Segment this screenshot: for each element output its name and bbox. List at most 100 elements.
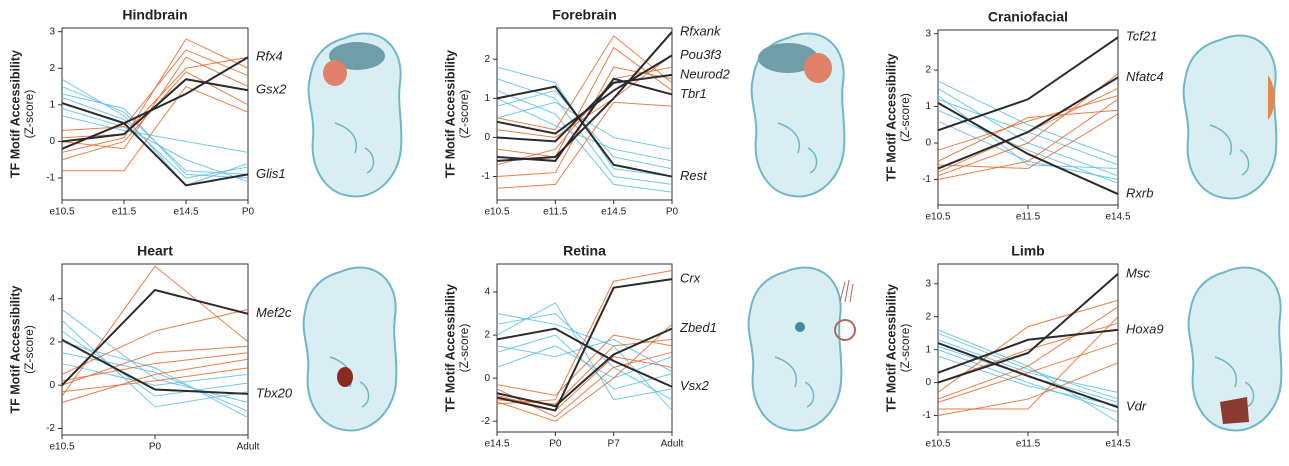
chart-title: Forebrain: [552, 7, 617, 23]
y-axis-sublabel: (Z-score): [22, 90, 36, 139]
embryo-retina: [749, 268, 855, 431]
figure: HindbrainTF Motif Accessibility(Z-score)…: [0, 0, 1289, 466]
y-tick-label: -1: [46, 173, 55, 184]
x-tick-label: e14.5: [484, 439, 509, 450]
y-axis-sublabel: (Z-score): [457, 90, 471, 139]
y-tick-label: 2: [49, 63, 55, 74]
motif-line: [497, 48, 672, 157]
x-tick-label: e14.5: [173, 207, 198, 218]
gene-label: Crx: [680, 271, 701, 286]
y-axis-sublabel: (Z-score): [898, 93, 912, 142]
y-axis-sublabel: (Z-score): [457, 324, 471, 373]
gene-label: Rfx4: [256, 49, 283, 64]
motif-line: [62, 79, 248, 185]
motif-line: [938, 350, 1118, 413]
gene-label: Rfxank: [680, 23, 722, 38]
gene-label: Neurod2: [680, 66, 731, 81]
x-tick-label: e10.5: [49, 207, 74, 218]
x-tick-label: P7: [608, 439, 621, 450]
gene-label: Rxrb: [1126, 186, 1153, 201]
x-tick-label: e14.5: [601, 207, 626, 218]
y-tick-label: 4: [49, 293, 55, 304]
chart-title: Limb: [1011, 243, 1044, 259]
motif-line: [62, 57, 248, 138]
y-tick-label: 0: [49, 136, 55, 147]
y-tick-label: 0: [49, 380, 55, 391]
motif-line: [497, 98, 672, 161]
highlight-line: [497, 32, 672, 161]
y-tick-label: -1: [922, 410, 931, 421]
x-tick-label: e14.5: [1105, 439, 1130, 450]
motif-line: [497, 67, 672, 165]
embryo-craniofacial: [1184, 36, 1277, 199]
embryo-forebrain: [752, 34, 845, 197]
x-tick-label: Adult: [661, 439, 684, 450]
motif-line: [497, 36, 672, 130]
gene-label: Tbr1: [680, 86, 707, 101]
y-tick-label: -1: [922, 174, 931, 185]
y-axis-sublabel: (Z-score): [22, 325, 36, 374]
y-tick-label: 4: [484, 287, 490, 298]
gene-label: Tcf21: [1126, 29, 1157, 44]
motif-line: [497, 102, 672, 188]
y-axis-label: TF Motif Accessibility: [443, 50, 457, 178]
gene-label: Nfatc4: [1126, 69, 1164, 84]
y-tick-label: 0: [484, 373, 490, 384]
y-tick-label: 1: [49, 99, 55, 110]
x-tick-label: e11.5: [543, 207, 568, 218]
y-tick-label: 3: [925, 28, 931, 39]
gene-label: Vsx2: [680, 378, 710, 393]
plot-frame: [938, 264, 1118, 432]
y-tick-label: 2: [49, 337, 55, 348]
y-axis-label: TF Motif Accessibility: [8, 285, 22, 413]
motif-line: [938, 96, 1118, 151]
x-tick-label: e11.5: [112, 207, 137, 218]
gene-label: Vdr: [1126, 399, 1147, 414]
y-tick-label: 2: [484, 54, 490, 65]
x-tick-label: e10.5: [925, 212, 950, 223]
motif-line: [62, 368, 248, 392]
y-axis-sublabel: (Z-score): [898, 324, 912, 373]
y-axis-label: TF Motif Accessibility: [884, 284, 898, 412]
gene-label: Zbed1: [679, 320, 717, 335]
motif-line: [938, 300, 1118, 392]
motif-line: [62, 87, 248, 175]
gene-label: Msc: [1126, 265, 1150, 280]
y-tick-label: -2: [481, 416, 490, 427]
gene-label: Pou3f3: [680, 47, 722, 62]
motif-line: [62, 116, 248, 153]
y-tick-label: 2: [484, 330, 490, 341]
y-tick-label: -1: [481, 171, 490, 182]
y-tick-label: -2: [46, 423, 55, 434]
gene-label: Tbx20: [256, 385, 293, 400]
y-tick-label: 0: [925, 377, 931, 388]
gene-label: Rest: [680, 168, 708, 183]
motif-line: [497, 79, 672, 185]
x-tick-label: P0: [149, 442, 162, 453]
chart-title: Heart: [137, 243, 173, 259]
highlight-line: [497, 75, 672, 141]
x-tick-label: e11.5: [1016, 439, 1041, 450]
chart-title: Craniofacial: [988, 9, 1068, 25]
embryo-limb: [1189, 268, 1282, 431]
embryo-hindbrain: [309, 34, 402, 197]
x-tick-label: P0: [549, 439, 562, 450]
y-tick-label: 0: [484, 132, 490, 143]
y-axis-label: TF Motif Accessibility: [443, 284, 457, 412]
x-tick-label: e14.5: [1105, 212, 1130, 223]
x-tick-label: P0: [242, 207, 255, 218]
chart-title: Retina: [563, 243, 606, 259]
y-tick-label: 2: [925, 65, 931, 76]
x-tick-label: e10.5: [925, 439, 950, 450]
motif-line: [497, 324, 672, 421]
y-tick-label: 3: [925, 278, 931, 289]
highlight-line: [497, 55, 672, 133]
y-tick-label: 2: [925, 311, 931, 322]
y-tick-label: 1: [484, 93, 490, 104]
x-tick-label: e11.5: [1016, 212, 1041, 223]
x-tick-label: e10.5: [484, 207, 509, 218]
y-axis-label: TF Motif Accessibility: [8, 50, 22, 178]
y-tick-label: 1: [925, 101, 931, 112]
x-tick-label: e10.5: [49, 442, 74, 453]
chart-title: Hindbrain: [122, 7, 187, 23]
